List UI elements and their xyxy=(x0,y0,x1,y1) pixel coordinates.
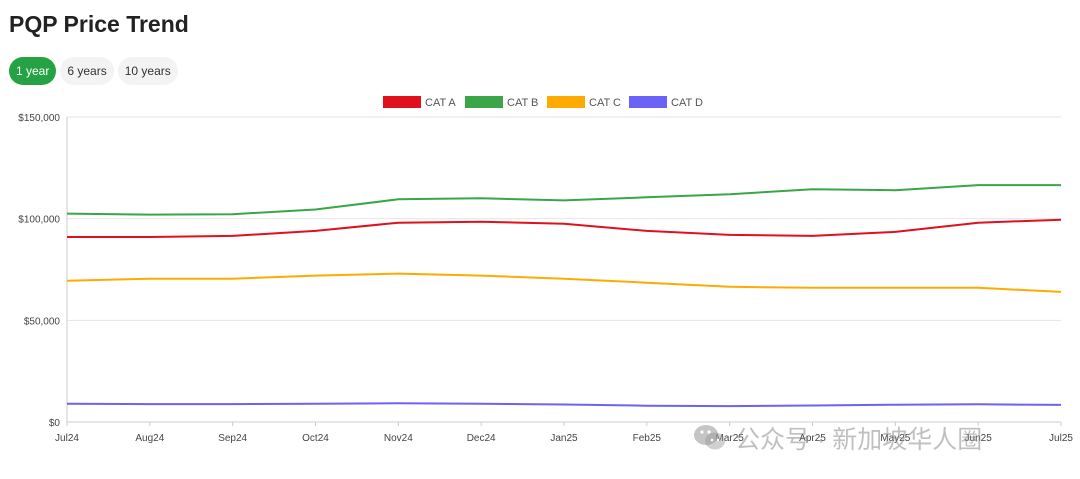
series-line-cat-d xyxy=(66,402,1062,408)
y-tick-label: $150,000 xyxy=(18,113,60,124)
legend-swatch xyxy=(629,96,667,108)
x-tick-label: Jul24 xyxy=(55,433,79,444)
legend-label: CAT D xyxy=(671,97,703,109)
page-title: PQP Price Trend xyxy=(9,11,189,37)
watermark: 公众号 · 新加坡华人圈 xyxy=(693,420,982,456)
x-tick-label: Dec24 xyxy=(467,433,496,444)
range-selector: 1 year 6 years 10 years xyxy=(9,57,178,85)
x-tick-label: Nov24 xyxy=(384,433,413,444)
tab-10-years[interactable]: 10 years xyxy=(117,57,178,85)
x-tick-label: Mar25 xyxy=(715,433,744,444)
legend-swatch xyxy=(547,96,585,108)
watermark-text: 公众号 · 新加坡华人圈 xyxy=(735,426,983,454)
line-chart-svg: $0 $50,000 $100,000 $150,000 Jul24 Aug24 Sep24… xyxy=(18,96,1073,444)
legend-label: CAT C xyxy=(589,97,621,109)
x-tick-label: Aug24 xyxy=(135,433,164,444)
price-trend-chart: $0 $50,000 $100,000 $150,000 Jul24 Aug24 Sep24… xyxy=(0,90,1080,450)
x-tick-label: Sep24 xyxy=(218,433,247,444)
x-tick-label: Jun25 xyxy=(965,433,993,444)
legend-label: CAT A xyxy=(425,97,456,109)
x-tick-label: May25 xyxy=(880,433,910,444)
y-tick-label: $50,000 xyxy=(24,316,61,327)
tab-6-years[interactable]: 6 years xyxy=(60,57,114,85)
legend-label: CAT B xyxy=(507,97,538,109)
legend-swatch xyxy=(465,96,503,108)
x-tick-label: Apr25 xyxy=(799,433,826,444)
legend-swatch xyxy=(383,96,421,108)
y-tick-label: $0 xyxy=(49,418,61,429)
tab-1-year[interactable]: 1 year xyxy=(9,57,57,85)
y-tick-label: $100,000 xyxy=(18,215,60,226)
x-tick-label: Feb25 xyxy=(633,433,662,444)
wechat-icon xyxy=(693,423,727,453)
x-tick-label: Oct24 xyxy=(302,433,329,444)
series-line-cat-a xyxy=(67,218,1062,238)
series-line-cat-c xyxy=(66,272,1062,293)
x-tick-label: Jul25 xyxy=(1049,433,1073,444)
x-tick-label: Jan25 xyxy=(550,433,578,444)
series-line-cat-b xyxy=(66,184,1061,216)
